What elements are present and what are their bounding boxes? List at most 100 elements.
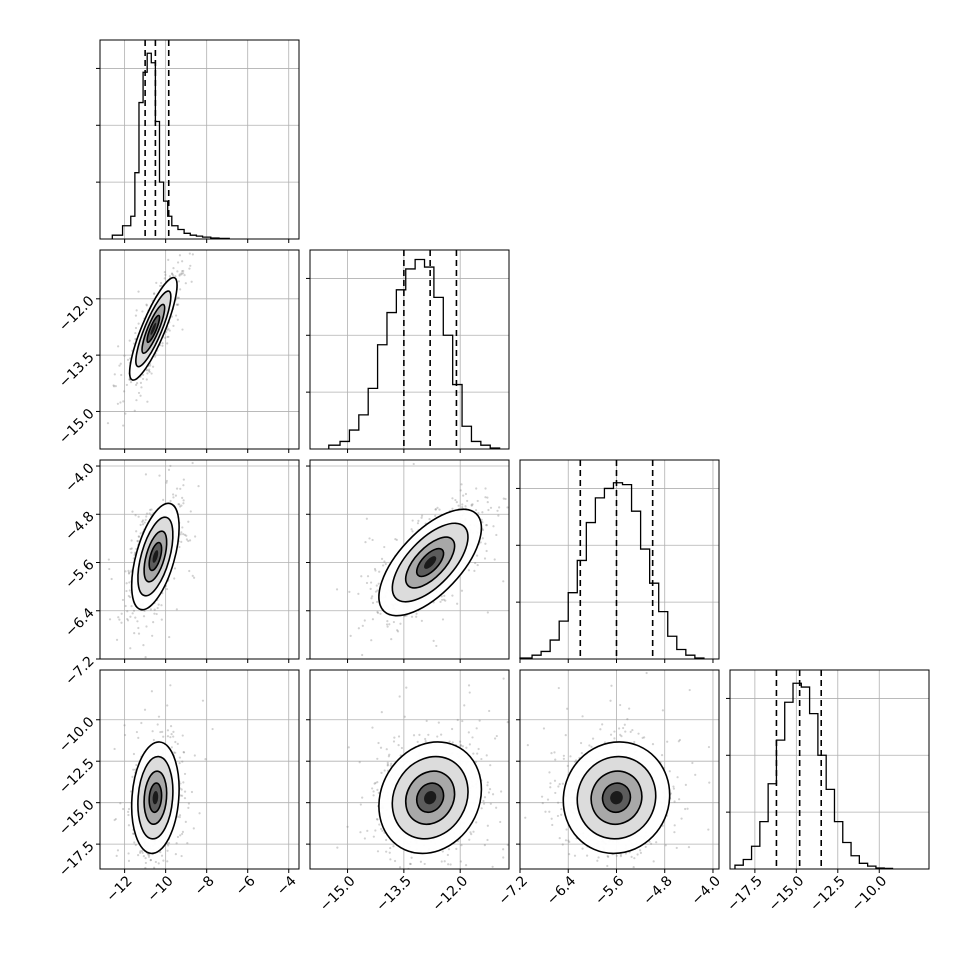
sample-point	[390, 638, 393, 641]
sample-point	[152, 365, 155, 368]
sample-point	[146, 871, 148, 873]
sample-point	[372, 790, 375, 793]
sample-point	[371, 601, 375, 604]
sample-point	[379, 746, 383, 749]
sample-point	[439, 600, 442, 603]
sample-point	[475, 821, 478, 824]
sample-point	[459, 740, 462, 743]
sample-point	[466, 499, 469, 503]
sample-point	[113, 818, 116, 822]
sample-point	[450, 727, 454, 731]
sample-point	[176, 318, 179, 321]
sample-point	[178, 503, 181, 506]
sample-point	[142, 644, 145, 647]
sample-point	[467, 684, 471, 687]
sample-point	[410, 856, 413, 859]
sample-point	[126, 619, 130, 622]
sample-point	[118, 618, 121, 621]
sample-point	[177, 280, 181, 283]
sample-point	[167, 258, 170, 261]
sample-point	[144, 473, 148, 476]
sample-point	[180, 854, 183, 858]
sample-point	[182, 484, 185, 487]
sample-point	[134, 768, 137, 771]
sample-point	[161, 344, 164, 347]
sample-point	[135, 730, 139, 734]
sample-point	[166, 735, 170, 738]
sample-point	[137, 290, 140, 293]
sample-point	[432, 639, 435, 642]
sample-point	[167, 335, 170, 338]
sample-point	[144, 857, 147, 860]
sample-point	[136, 539, 139, 543]
panel-frame	[519, 459, 720, 660]
sample-point	[127, 824, 131, 827]
sample-point	[132, 609, 136, 612]
sample-point	[375, 600, 379, 604]
sample-point	[379, 612, 382, 615]
sample-point	[368, 537, 371, 540]
sample-point	[377, 582, 380, 585]
sample-point	[173, 567, 177, 570]
sample-point	[119, 362, 122, 365]
sample-point	[467, 731, 470, 734]
sample-point	[528, 766, 530, 768]
sample-point	[420, 516, 423, 519]
y-tick-label: −6.4	[62, 605, 97, 640]
sample-point	[459, 743, 462, 747]
sample-point	[145, 512, 149, 515]
sample-point	[468, 838, 471, 841]
sample-point	[130, 539, 133, 542]
sample-point	[408, 862, 412, 865]
x-tick-label: −12.0	[430, 873, 472, 915]
sample-point	[140, 849, 144, 853]
panel-frame	[729, 669, 930, 870]
y-tick-label: −5.6	[62, 557, 97, 592]
sample-point	[107, 558, 110, 561]
sample-point	[177, 296, 180, 299]
sample-point	[380, 557, 384, 560]
sample-point	[491, 865, 494, 868]
sample-point	[113, 373, 116, 376]
sample-point	[534, 508, 536, 510]
sample-point	[176, 296, 179, 299]
sample-point	[170, 315, 173, 318]
sample-point	[376, 611, 380, 614]
sample-point	[447, 863, 450, 866]
y-tick-label: −17.5	[56, 838, 98, 880]
sample-point	[492, 525, 495, 528]
sample-point	[403, 715, 406, 718]
sample-point	[485, 754, 488, 757]
sample-point	[176, 874, 178, 876]
sample-point	[125, 582, 128, 585]
sample-point	[106, 661, 108, 663]
x-tick-label: −10	[144, 873, 176, 905]
sample-point	[400, 902, 402, 904]
sample-point	[305, 631, 307, 633]
sample-point	[134, 337, 137, 341]
sample-point	[462, 494, 465, 497]
sample-point	[134, 843, 137, 847]
sample-point	[447, 848, 451, 851]
sample-point	[469, 831, 472, 834]
sample-point	[187, 806, 190, 809]
histogram-panel	[306, 249, 510, 453]
sample-point	[435, 644, 438, 648]
sample-point	[346, 825, 349, 828]
sample-point	[357, 592, 360, 595]
sample-point	[506, 721, 509, 724]
sample-point	[398, 695, 401, 698]
sample-point	[485, 549, 488, 553]
sample-point	[180, 794, 184, 797]
sample-point	[166, 335, 169, 339]
sample-point	[135, 382, 139, 385]
sample-point	[168, 329, 171, 332]
sample-point	[147, 855, 151, 858]
sample-point	[112, 385, 116, 388]
sample-point	[443, 860, 446, 863]
sample-point	[139, 381, 143, 384]
histogram-panel	[96, 39, 300, 243]
sample-point	[182, 269, 185, 273]
sample-point	[487, 791, 491, 794]
sample-point	[150, 690, 154, 693]
